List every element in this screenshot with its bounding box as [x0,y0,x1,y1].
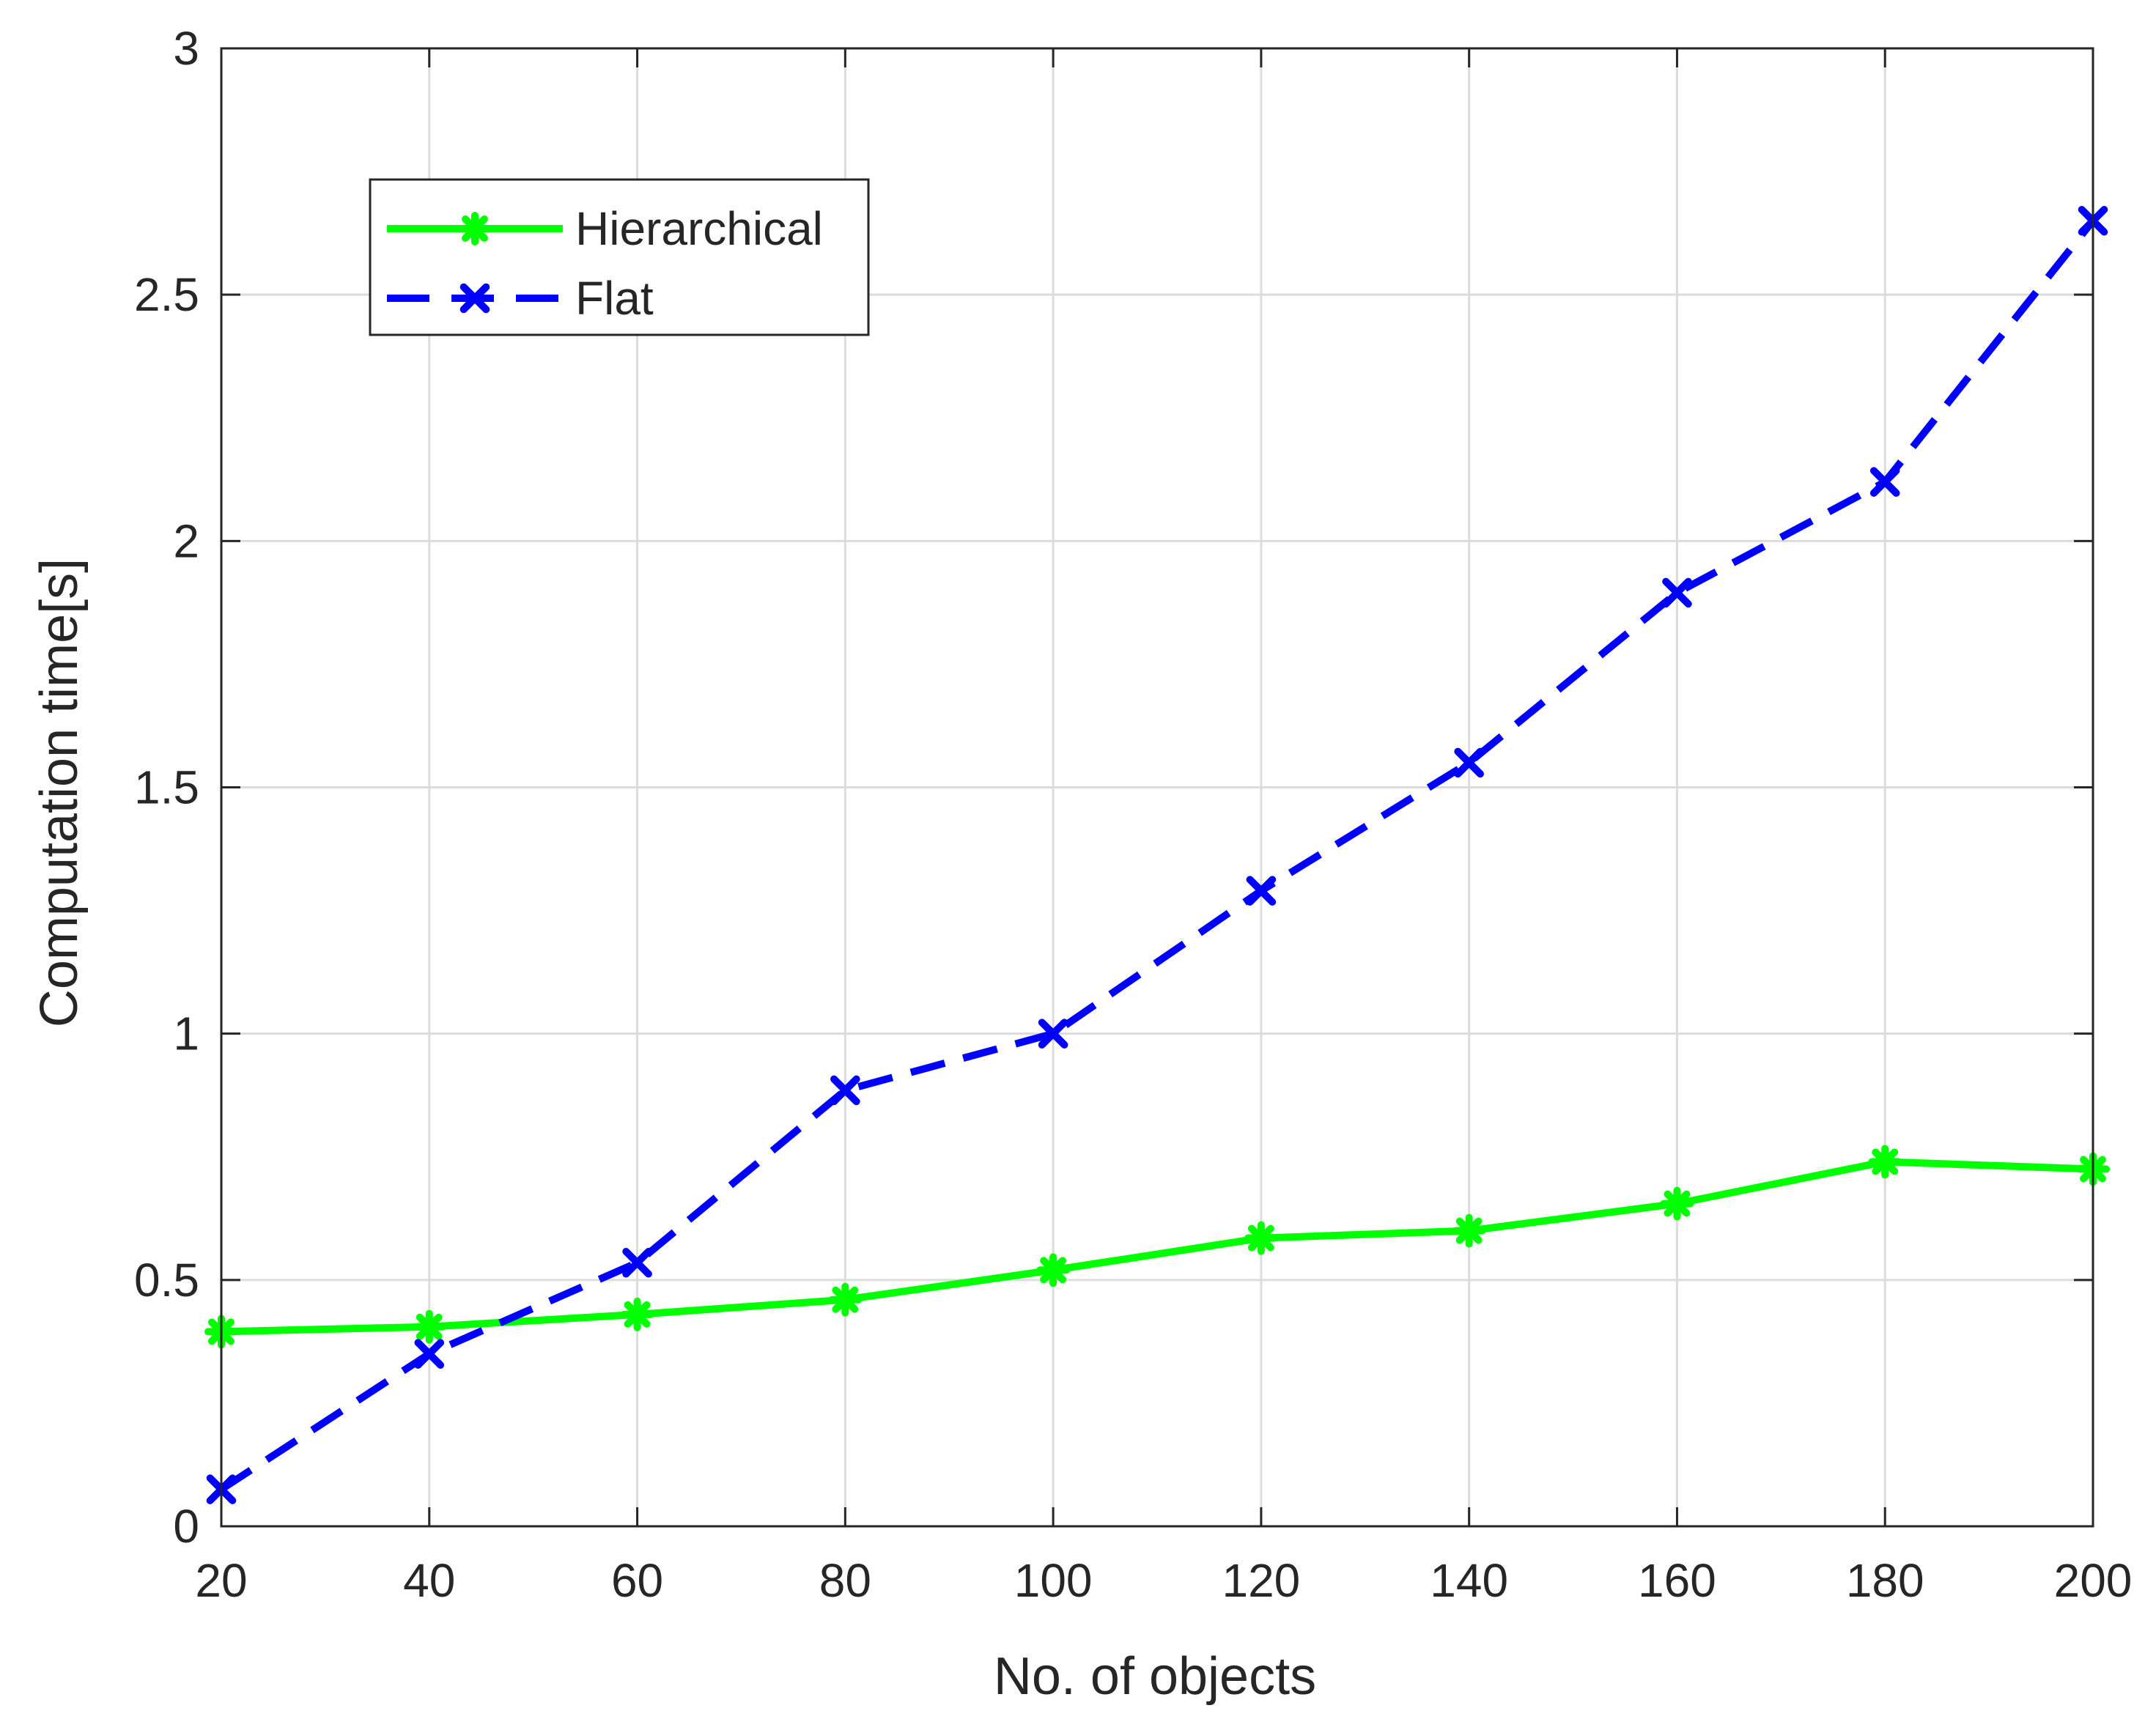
data-point [1038,1019,1068,1049]
legend-box [369,178,870,336]
legend: Hierarchical Flat [369,178,870,336]
x-tick-label: 60 [611,1554,663,1607]
data-point [828,1282,863,1317]
legend-label: Flat [575,272,654,325]
y-tick-label: 1 [173,1008,199,1060]
x-tick-label: 180 [1846,1554,1924,1607]
x-tick-label: 20 [195,1554,247,1607]
data-point [1869,467,1900,497]
y-tick-label: 2.5 [134,268,199,321]
data-point [1244,1221,1278,1255]
data-point [1868,1145,1902,1179]
x-tick-labels: 20 40 60 80 100 120 140 160 180 200 [195,1554,2132,1607]
x-tick-label: 140 [1430,1554,1508,1607]
data-point [1660,1186,1694,1221]
x-tick-label: 120 [1222,1554,1300,1607]
series-line [219,218,2096,1493]
x-tick-label: 100 [1014,1554,1093,1607]
data-point [1662,577,1692,608]
y-tick-label: 1.5 [134,761,199,814]
y-tick-labels: 0 0.5 1 1.5 2 2.5 3 [134,22,199,1553]
data-point [830,1075,860,1106]
data-point [622,1248,652,1278]
y-tick-label: 3 [173,22,199,75]
data-point [1246,876,1277,906]
tick-marks [220,47,2094,1528]
data-point [414,1339,445,1369]
x-tick-label: 80 [819,1554,871,1607]
data-point [1036,1253,1071,1287]
legend-marker [458,212,492,245]
legend-marker [459,283,490,314]
series-line [221,1158,2094,1336]
legend-entries: Hierarchical Flat [387,202,823,325]
legend-label: Hierarchical [575,202,823,255]
legend-item: Hierarchical [387,202,823,255]
x-tick-label: 200 [2054,1554,2133,1607]
y-axis-label: Computation time[s] [30,558,89,1027]
series-layer [204,206,2110,1504]
x-axis-label: No. of objects [994,1647,1316,1706]
legend-item: Flat [387,272,654,325]
data-point [1454,747,1484,778]
data-point [412,1309,446,1344]
x-tick-label: 160 [1638,1554,1716,1607]
data-point [1452,1213,1486,1248]
y-tick-label: 0.5 [134,1254,199,1306]
y-tick-label: 0 [173,1500,199,1553]
x-tick-label: 40 [403,1554,455,1607]
data-point [620,1297,654,1331]
y-tick-label: 2 [173,514,199,567]
